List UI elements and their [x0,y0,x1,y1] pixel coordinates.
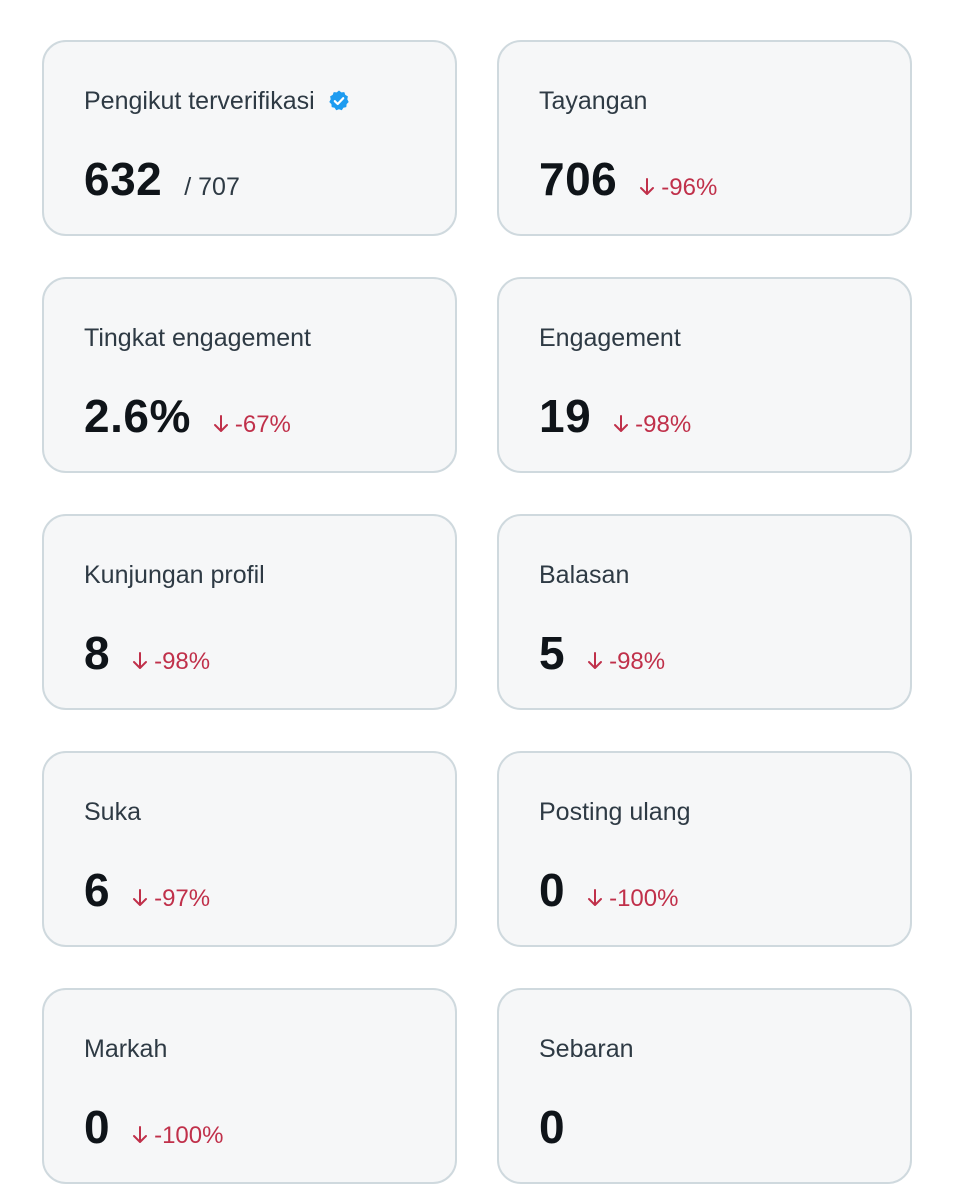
arrow-down-icon [587,650,603,670]
metric-card-shares: Sebaran 0 [497,988,912,1184]
metric-value-row: 19 -98% [539,391,691,441]
metric-total: / 707 [184,173,240,201]
metric-label: Kunjungan profil [84,561,265,589]
metric-card-engagement: Engagement 19 -98% [497,277,912,473]
metric-change: -100% [132,1122,223,1150]
metric-label-row: Tingkat engagement [84,323,311,353]
metric-change: -100% [587,885,678,913]
metric-change-value: -98% [154,648,211,675]
arrow-down-icon [613,413,629,433]
metric-label: Pengikut terverifikasi [84,87,315,115]
metrics-grid: Pengikut terverifikasi 632 / 707 Tayanga… [42,40,912,1184]
metric-value-row: 8 -98% [84,628,210,678]
metric-value-row: 0 -100% [539,865,678,915]
metric-value: 0 [539,864,566,916]
metric-card-verified-followers: Pengikut terverifikasi 632 / 707 [42,40,457,236]
metric-label: Tingkat engagement [84,324,312,352]
metric-label-row: Suka [84,797,141,827]
metric-change-value: -98% [609,648,666,675]
metric-value-row: 632 / 707 [84,154,240,204]
metric-value-row: 0 -100% [84,1102,223,1152]
metric-label-row: Balasan [539,560,629,590]
metric-value-row: 0 [539,1102,565,1152]
arrow-down-icon [132,650,148,670]
metric-value: 19 [539,390,592,442]
metric-change: -67% [213,411,291,439]
metric-value-row: 706 -96% [539,154,717,204]
metric-value: 8 [84,627,111,679]
metric-label: Posting ulang [539,798,691,826]
metric-value: 2.6% [84,390,191,442]
metric-change: -98% [132,648,210,676]
metric-label: Suka [84,798,141,826]
metric-card-profile-visits: Kunjungan profil 8 -98% [42,514,457,710]
metric-change-value: -100% [609,885,679,912]
metric-change: -98% [587,648,665,676]
metric-label-row: Engagement [539,323,681,353]
metric-change: -96% [639,174,717,202]
metric-value: 6 [84,864,111,916]
arrow-down-icon [132,887,148,907]
metric-value: 0 [539,1101,566,1153]
metric-change-value: -96% [661,174,718,201]
metric-label-row: Markah [84,1034,167,1064]
metric-card-engagement-rate: Tingkat engagement 2.6% -67% [42,277,457,473]
metric-card-views: Tayangan 706 -96% [497,40,912,236]
verified-badge-icon [327,89,351,113]
metric-value: 632 [84,153,163,205]
metric-label-row: Sebaran [539,1034,634,1064]
metric-label: Balasan [539,561,630,589]
metric-value: 706 [539,153,618,205]
arrow-down-icon [213,413,229,433]
metric-value-row: 5 -98% [539,628,665,678]
metric-label: Sebaran [539,1035,634,1063]
metric-change-value: -98% [635,411,692,438]
metric-change-value: -97% [154,885,211,912]
metric-change-value: -67% [234,411,291,438]
arrow-down-icon [132,1124,148,1144]
metric-card-bookmarks: Markah 0 -100% [42,988,457,1184]
arrow-down-icon [587,887,603,907]
metric-label-row: Pengikut terverifikasi [84,86,351,116]
metric-value: 0 [84,1101,111,1153]
metric-value: 5 [539,627,566,679]
metric-change: -97% [132,885,210,913]
metric-card-reposts: Posting ulang 0 -100% [497,751,912,947]
metric-value-row: 6 -97% [84,865,210,915]
metric-label-row: Posting ulang [539,797,691,827]
metric-label-row: Tayangan [539,86,647,116]
metric-value-row: 2.6% -67% [84,391,291,441]
metric-label: Tayangan [539,87,648,115]
metric-card-replies: Balasan 5 -98% [497,514,912,710]
arrow-down-icon [639,176,655,196]
metric-change: -98% [613,411,691,439]
metric-label: Engagement [539,324,681,352]
metric-card-likes: Suka 6 -97% [42,751,457,947]
metric-change-value: -100% [154,1122,224,1149]
metric-label: Markah [84,1035,168,1063]
metric-label-row: Kunjungan profil [84,560,265,590]
